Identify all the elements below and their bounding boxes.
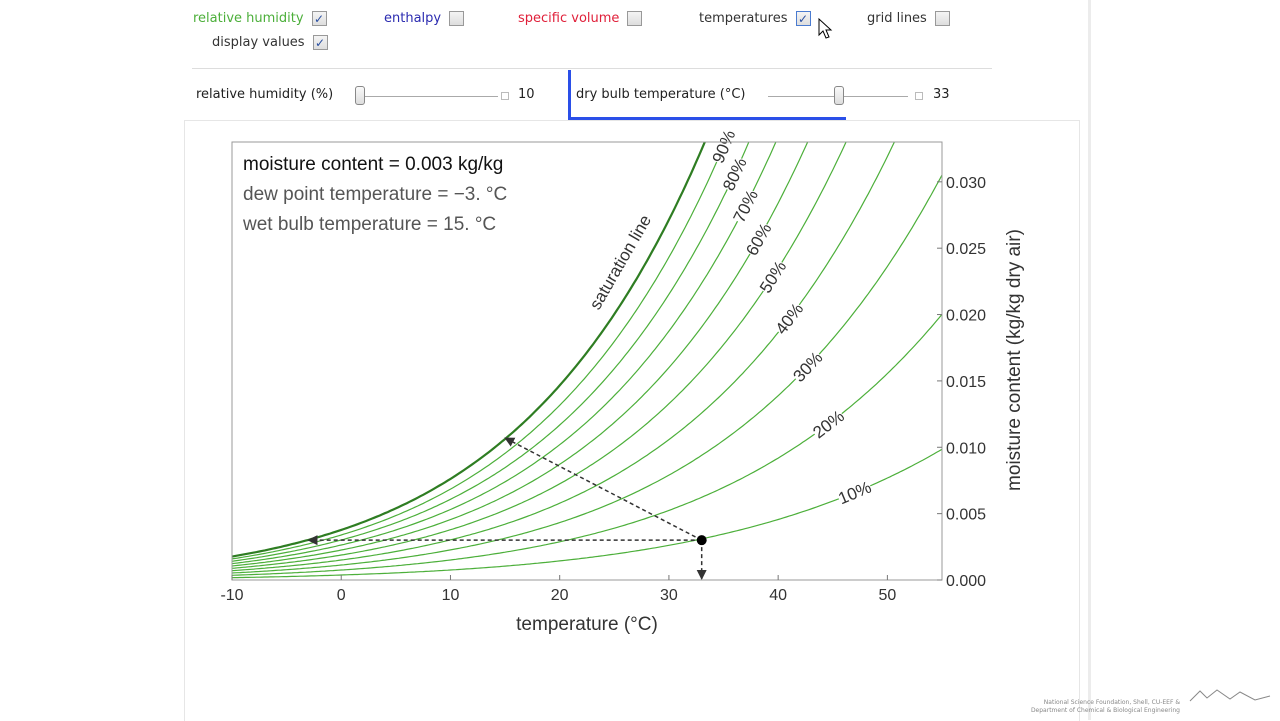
moisture-readout: moisture content = 0.003 kg/kg — [243, 154, 503, 175]
rh-curve-10 — [232, 448, 942, 579]
curve-label-60: 60% — [742, 220, 775, 259]
y-tick-label: 0.010 — [946, 440, 986, 457]
y-axis-label: moisture content (kg/kg dry air) — [1004, 229, 1025, 491]
label-background — [789, 348, 826, 386]
rh-curve-40 — [232, 142, 896, 572]
rh-curve-30 — [232, 174, 942, 574]
x-tick-label: 10 — [442, 587, 460, 604]
temperature-slider-label: dry bulb temperature (°C) — [576, 87, 746, 102]
rh-curve-100 — [232, 142, 706, 558]
curve-label-10: 10% — [835, 478, 874, 509]
dew-point-readout: dew point temperature = −3. °C — [243, 184, 507, 205]
y-tick-label: 0.020 — [946, 308, 986, 325]
rh-slider-thumb[interactable] — [355, 86, 365, 105]
credits: National Science Foundation, Shell, CU-E… — [1030, 699, 1180, 715]
label-background — [771, 299, 807, 338]
checkbox-box[interactable]: ✓ — [311, 11, 327, 26]
rh-curve-90 — [232, 142, 727, 560]
mouse-cursor-icon — [817, 17, 833, 45]
y-tick-label: 0.000 — [946, 573, 986, 590]
checkbox-enthalpy[interactable]: enthalpy — [384, 11, 465, 26]
divider — [192, 68, 992, 69]
checkbox-label: enthalpy — [384, 11, 442, 26]
wet-bulb-arrow — [504, 437, 703, 541]
wet-bulb-readout: wet bulb temperature = 15. °C — [242, 214, 496, 235]
y-tick-label: 0.030 — [946, 175, 986, 192]
label-background — [809, 406, 848, 442]
checkbox-specific-volume[interactable]: specific volume — [518, 11, 643, 26]
rh-slider-expand-button[interactable] — [501, 92, 509, 100]
checkbox-box[interactable]: ✓ — [312, 35, 328, 50]
checkbox-box[interactable] — [627, 11, 643, 26]
rh-curve-80 — [232, 142, 750, 562]
rh-slider-track[interactable] — [358, 96, 498, 97]
checkbox-label: display values — [212, 35, 305, 50]
credits-line-2: Department of Chemical & Biological Engi… — [1030, 707, 1180, 714]
temperature-slider-expand-button[interactable] — [915, 92, 923, 100]
checkbox-box[interactable] — [934, 11, 950, 26]
x-tick-label: 0 — [337, 587, 346, 604]
university-logo — [1185, 688, 1275, 704]
rh-curve-70 — [232, 142, 777, 565]
checkbox-label: relative humidity — [193, 11, 304, 26]
checkbox-display-values[interactable]: display values ✓ — [212, 35, 328, 50]
rh-slider-label: relative humidity (%) — [196, 87, 334, 102]
rh-curve-60 — [232, 142, 809, 567]
curve-label-20: 20% — [809, 407, 848, 443]
label-background — [719, 154, 750, 194]
label-background — [755, 257, 790, 296]
rh-slider-value: 10 — [518, 87, 535, 102]
x-tick-label: 20 — [551, 587, 569, 604]
label-background — [742, 220, 775, 259]
x-tick-label: 30 — [660, 587, 678, 604]
checkbox-box[interactable] — [449, 11, 465, 26]
x-axis-label: temperature (°C) — [516, 614, 658, 635]
x-tick-label: 50 — [878, 587, 896, 604]
checkbox-label: specific volume — [518, 11, 620, 26]
label-background — [835, 477, 874, 508]
checkbox-temperatures[interactable]: temperatures ✓ — [699, 11, 811, 26]
temperature-slider-thumb[interactable] — [834, 86, 844, 105]
checkbox-label: temperatures — [699, 11, 788, 26]
checkbox-box[interactable]: ✓ — [795, 11, 811, 26]
rh-curve-50 — [232, 142, 847, 569]
credits-line-1: National Science Foundation, Shell, CU-E… — [1043, 699, 1180, 706]
chart-container — [184, 120, 1080, 721]
y-tick-label: 0.005 — [946, 507, 986, 524]
y-tick-label: 0.025 — [946, 241, 986, 258]
curve-label-50: 50% — [756, 258, 790, 297]
y-tick-label: 0.015 — [946, 374, 986, 391]
checkbox-relative-humidity[interactable]: relative humidity ✓ — [193, 11, 327, 26]
label-background — [729, 186, 762, 226]
plot-frame — [231, 141, 943, 581]
checkbox-label: grid lines — [867, 11, 927, 26]
label-background — [708, 127, 739, 166]
checkbox-grid-lines[interactable]: grid lines — [867, 11, 950, 26]
curve-label-40: 40% — [772, 299, 808, 338]
state-point[interactable] — [696, 535, 707, 546]
x-tick-label: -10 — [220, 587, 243, 604]
focus-highlight — [568, 70, 846, 120]
x-tick-label: 40 — [769, 587, 787, 604]
temperature-slider-value: 33 — [933, 87, 950, 102]
panel-border — [1088, 0, 1091, 720]
